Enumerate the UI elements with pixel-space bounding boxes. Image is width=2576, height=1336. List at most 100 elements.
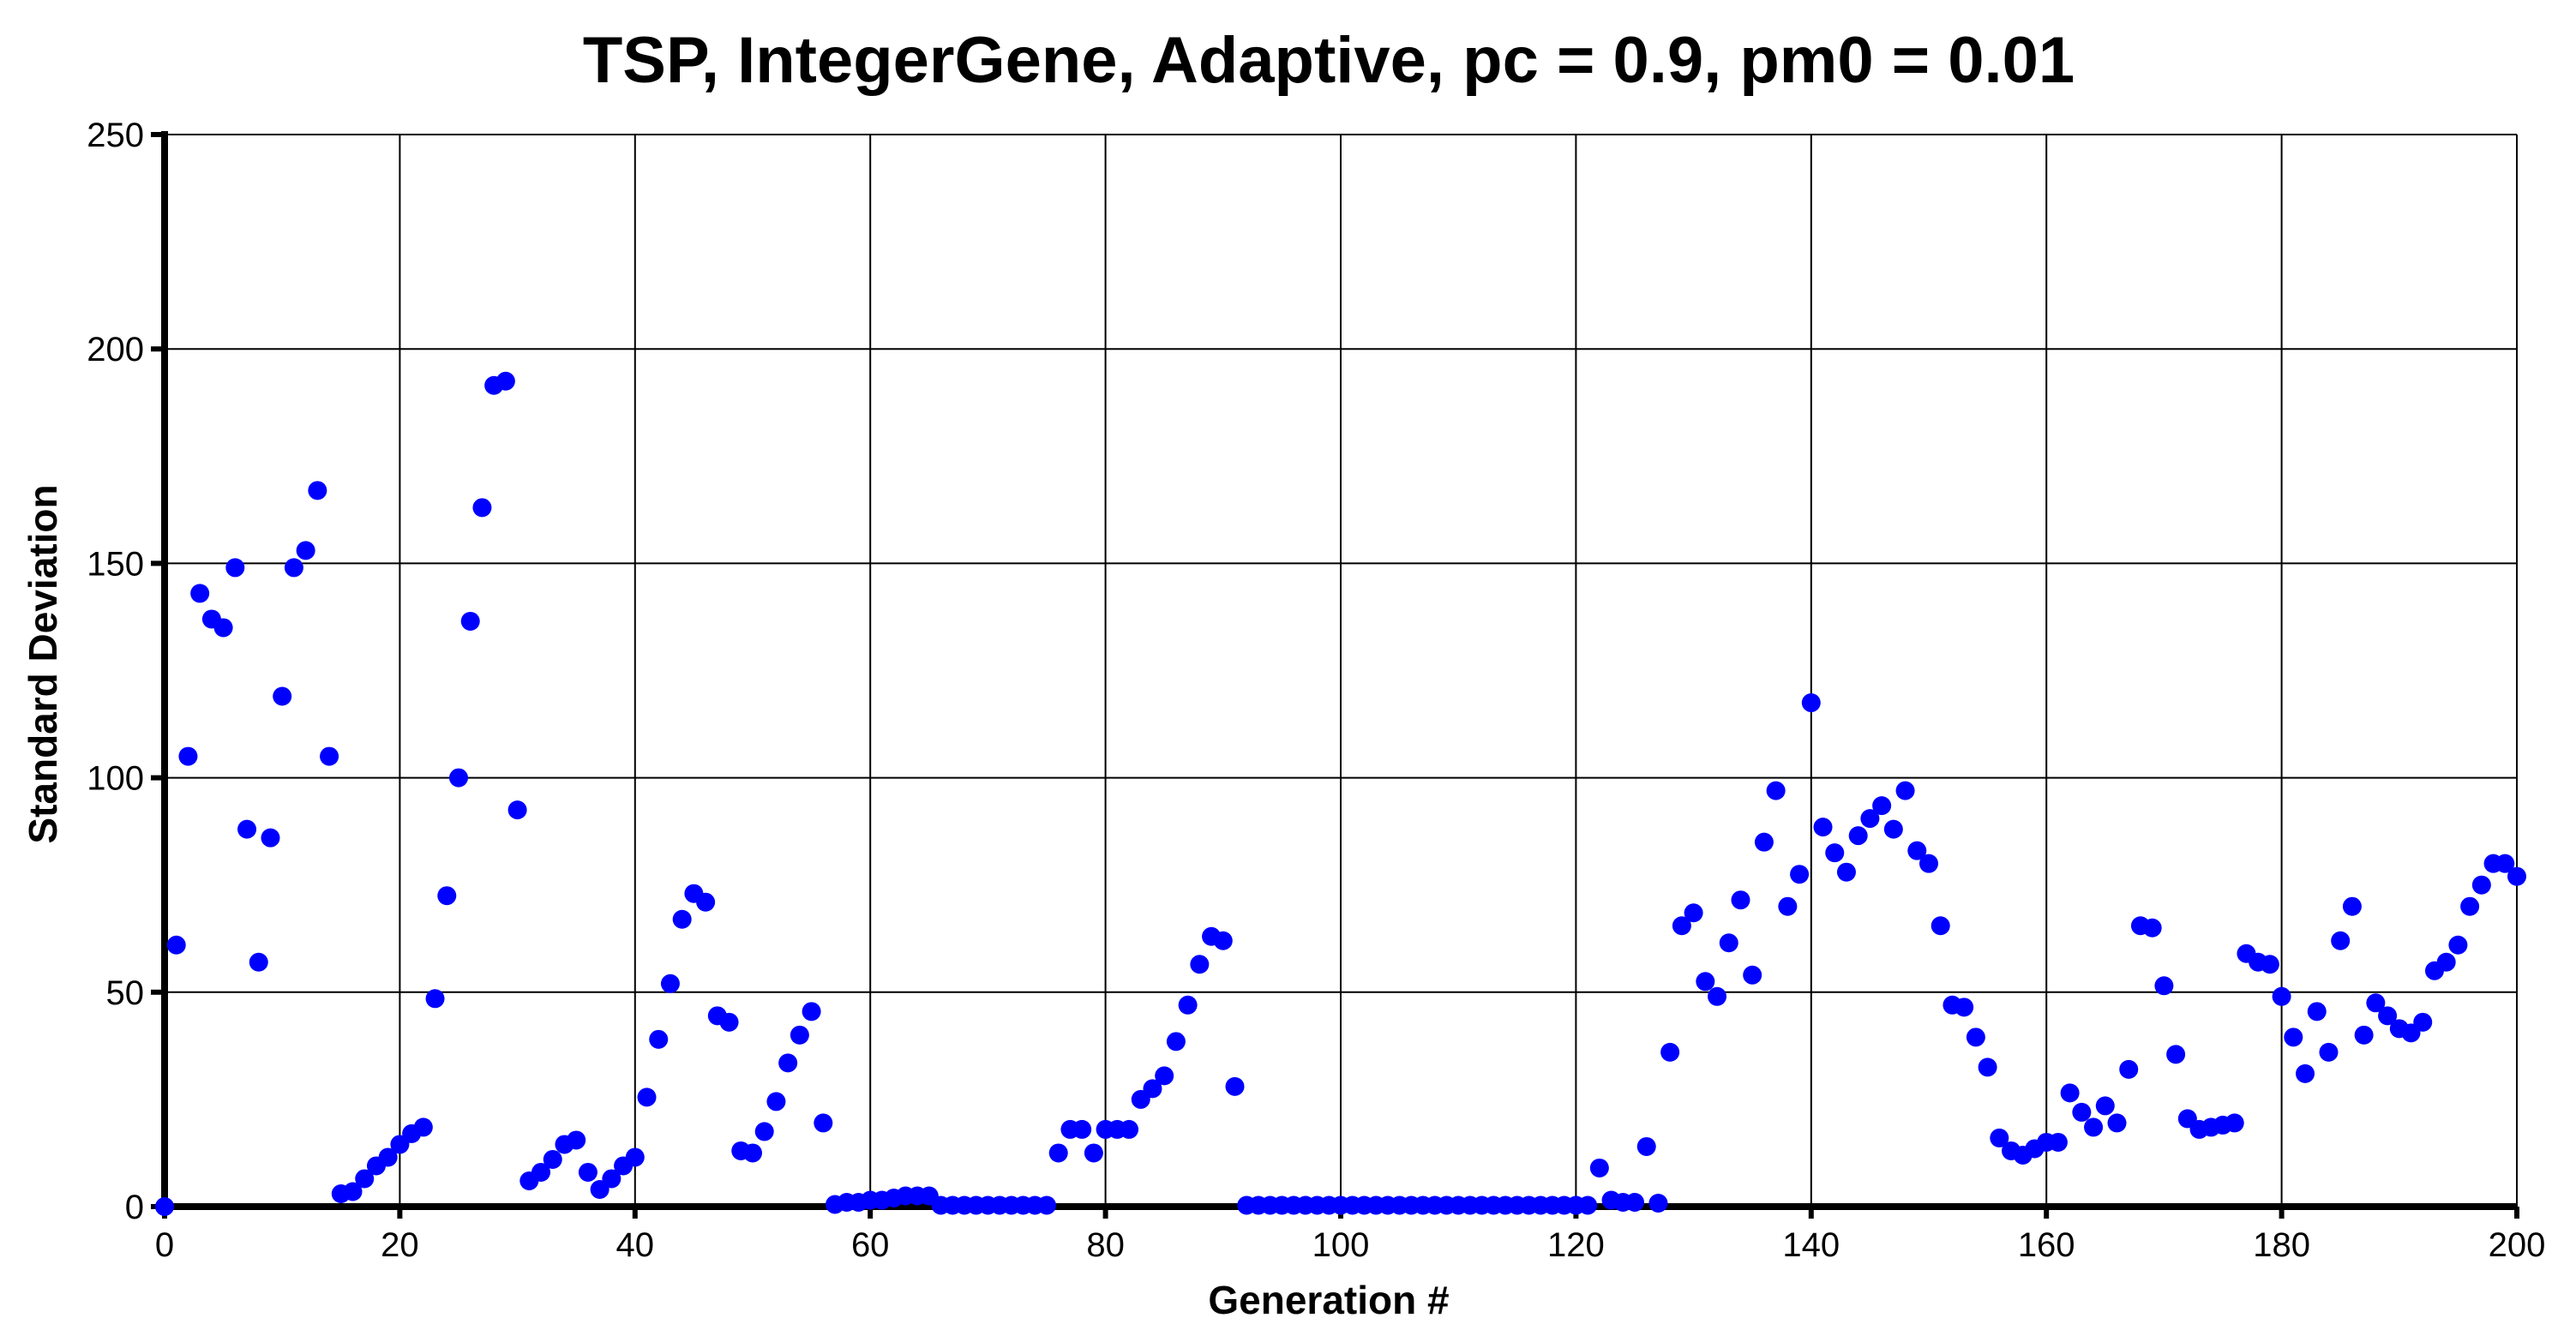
- data-point: [531, 1162, 551, 1182]
- plot-grid: [165, 134, 2518, 1207]
- data-point: [2507, 866, 2526, 886]
- data-point: [1672, 916, 1691, 936]
- data-point: [460, 611, 480, 631]
- data-point: [2366, 993, 2386, 1013]
- data-point: [425, 989, 445, 1009]
- data-point: [2413, 1012, 2433, 1032]
- data-point: [355, 1169, 375, 1189]
- data-point: [1836, 862, 1856, 882]
- data-point: [2272, 986, 2291, 1006]
- data-point: [273, 686, 292, 706]
- data-point: [1660, 1042, 1680, 1062]
- data-point: [2460, 896, 2480, 916]
- data-point: [2072, 1102, 2092, 1122]
- data-point: [1895, 781, 1915, 800]
- data-point: [567, 1130, 586, 1150]
- data-point: [719, 1012, 739, 1032]
- y-tick-label: 200: [87, 331, 144, 368]
- data-point: [472, 498, 492, 518]
- data-point: [343, 1182, 363, 1201]
- data-point: [1166, 1032, 1186, 1051]
- data-point: [296, 541, 315, 560]
- data-point: [660, 974, 680, 993]
- data-point: [814, 1113, 833, 1133]
- data-point: [1190, 955, 1210, 974]
- data-point: [2354, 1025, 2374, 1045]
- data-point: [1648, 1193, 1668, 1213]
- data-point: [1037, 1195, 1056, 1215]
- data-point: [225, 558, 245, 578]
- data-point: [190, 584, 210, 603]
- x-tick-label: 200: [2489, 1226, 2546, 1264]
- data-point: [1143, 1079, 1162, 1099]
- data-point: [672, 909, 692, 929]
- data-point: [649, 1029, 669, 1049]
- data-point: [1625, 1192, 1644, 1212]
- data-point: [2436, 952, 2456, 972]
- data-point: [1578, 1195, 1598, 1215]
- data-point: [637, 1087, 657, 1107]
- data-point: [320, 746, 339, 766]
- data-point: [543, 1149, 562, 1169]
- data-point: [1589, 1158, 1609, 1177]
- data-point: [754, 1122, 774, 1141]
- data-point: [1084, 1143, 1103, 1163]
- data-point: [155, 1197, 174, 1216]
- data-point: [1731, 890, 1750, 910]
- x-tick-label: 40: [616, 1226, 655, 1264]
- plot-axes: 0 20 40 60 80 100 120 140 160 180 200 0 50 100 150 200 2…: [87, 117, 2545, 1264]
- data-point: [213, 618, 233, 638]
- data-point: [1801, 693, 1821, 713]
- data-point: [1978, 1057, 1997, 1077]
- x-tick-label: 180: [2253, 1226, 2310, 1264]
- data-point: [308, 481, 327, 500]
- data-point: [2107, 1113, 2127, 1133]
- data-point: [2319, 1042, 2339, 1062]
- data-point: [249, 952, 268, 972]
- data-point: [1636, 1136, 1656, 1156]
- data-point: [2166, 1045, 2186, 1064]
- data-point: [495, 371, 515, 391]
- y-axis-label: Standard Deviation: [21, 484, 65, 843]
- data-point: [1955, 998, 1974, 1017]
- data-point: [2142, 918, 2162, 938]
- data-point: [1919, 854, 1938, 873]
- data-point: [437, 886, 457, 906]
- data-point: [1743, 965, 1762, 985]
- x-tick-label: 60: [851, 1226, 890, 1264]
- y-tick-label: 250: [87, 117, 144, 154]
- y-tick-label: 100: [87, 760, 144, 798]
- x-tick-label: 100: [1312, 1226, 1370, 1264]
- data-point: [602, 1169, 621, 1189]
- data-point: [1696, 972, 1715, 992]
- data-point: [166, 935, 186, 955]
- data-point: [1966, 1027, 1985, 1047]
- data-point: [802, 1002, 821, 1021]
- data-point: [1213, 931, 1233, 950]
- data-point: [2095, 1096, 2115, 1116]
- data-point: [1048, 1143, 1068, 1163]
- chart-title: TSP, IntegerGene, Adaptive, pc = 0.9, pm…: [583, 24, 2075, 97]
- data-point: [2471, 875, 2491, 895]
- data-point: [1708, 986, 1727, 1006]
- data-point: [1225, 1076, 1245, 1096]
- data-point: [1813, 818, 1833, 837]
- data-point: [1860, 809, 1880, 829]
- data-point: [1848, 826, 1868, 846]
- data-point: [1825, 843, 1845, 863]
- data-point: [2342, 896, 2362, 916]
- data-point: [413, 1117, 433, 1137]
- data-point: [2084, 1117, 2104, 1137]
- data-point: [1178, 995, 1198, 1015]
- x-tick-label: 120: [1547, 1226, 1605, 1264]
- data-point: [1778, 896, 1798, 916]
- x-axis-label: Generation #: [1208, 1278, 1449, 1322]
- data-point: [507, 800, 527, 820]
- data-point: [237, 819, 257, 839]
- data-point: [178, 746, 198, 766]
- data-point: [1930, 916, 1950, 936]
- data-point: [1155, 1066, 1174, 1086]
- data-point: [790, 1025, 809, 1045]
- x-tick-label: 80: [1086, 1226, 1125, 1264]
